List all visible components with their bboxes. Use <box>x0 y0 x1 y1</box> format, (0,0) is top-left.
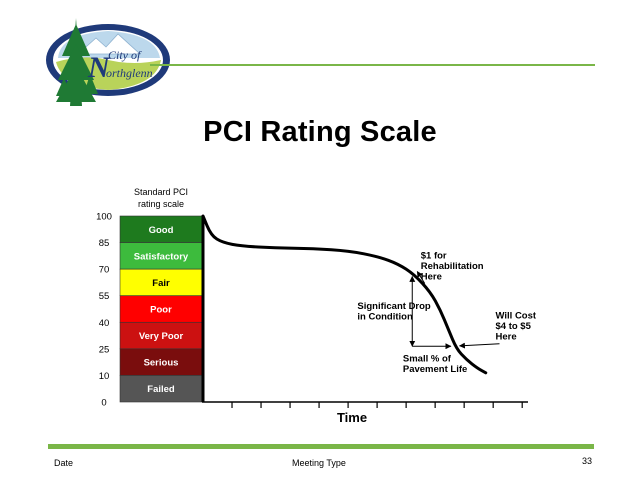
band-label: Failed <box>147 384 175 395</box>
band-label: Very Poor <box>139 331 184 342</box>
annotation-arrow <box>416 270 426 284</box>
y-tick-label: 100 <box>96 212 112 223</box>
city-logo: N City of orthglenn <box>46 18 170 106</box>
logo-initial: N <box>87 51 111 84</box>
y-tick-label: 85 <box>99 238 110 249</box>
footer-divider <box>48 444 594 449</box>
annotation-line: Rehabilitation <box>421 261 484 272</box>
scale-heading-line: rating scale <box>138 199 184 209</box>
slide-title: PCI Rating Scale <box>203 116 437 148</box>
annotation-line: Here <box>421 272 442 283</box>
drop-marker <box>409 275 452 350</box>
x-axis-label: Time <box>337 410 367 425</box>
y-tick-label: 25 <box>99 344 110 355</box>
footer-date: Date <box>54 458 74 468</box>
annotation-line: Here <box>496 332 517 343</box>
y-tick-label: 70 <box>99 265 110 276</box>
annotation-line: Significant Drop <box>357 301 431 312</box>
band-failed <box>119 375 203 403</box>
y-tick-label: 0 <box>101 398 106 409</box>
x-ticks <box>231 402 523 408</box>
annotation-line: Small % of <box>403 353 452 364</box>
logo-line2: orthglenn <box>106 66 153 80</box>
band-label: Good <box>149 225 174 236</box>
band-satisfactory <box>119 242 203 270</box>
logo-mountains <box>76 33 142 55</box>
y-tick-label: 10 <box>99 371 110 382</box>
annotation-line: in Condition <box>357 312 413 323</box>
scale-heading-line: Standard PCI <box>134 187 188 197</box>
annotation-arrow <box>458 342 500 349</box>
annotation-line: Pavement Life <box>403 364 467 375</box>
y-tick-labels: 0 10 25 40 55 70 85 100 <box>96 212 112 409</box>
page-number: 33 <box>582 456 593 466</box>
logo-tree-icon <box>56 18 98 106</box>
annotation-line: Will Cost <box>496 311 537 322</box>
band-label: Serious <box>144 358 179 369</box>
band-label: Fair <box>152 278 170 289</box>
band-label: Satisfactory <box>134 251 189 262</box>
axes <box>201 216 528 403</box>
rating-bands: Good Satisfactory Fair Poor Very Poor Serious… <box>119 215 203 403</box>
band-label: Poor <box>150 305 172 316</box>
annotation-line: $4 to $5 <box>496 321 532 332</box>
deterioration-curve <box>201 214 488 375</box>
scale-heading: Standard PCI rating scale <box>134 187 188 209</box>
pci-curve <box>201 214 488 375</box>
header-divider <box>150 64 595 66</box>
y-tick-label: 40 <box>99 318 110 329</box>
footer-meeting-type: Meeting Type <box>292 458 346 468</box>
logo-line1: City of <box>108 48 142 62</box>
y-tick-label: 55 <box>99 291 110 302</box>
band-good <box>119 215 203 243</box>
annotation-line: $1 for <box>421 251 447 262</box>
